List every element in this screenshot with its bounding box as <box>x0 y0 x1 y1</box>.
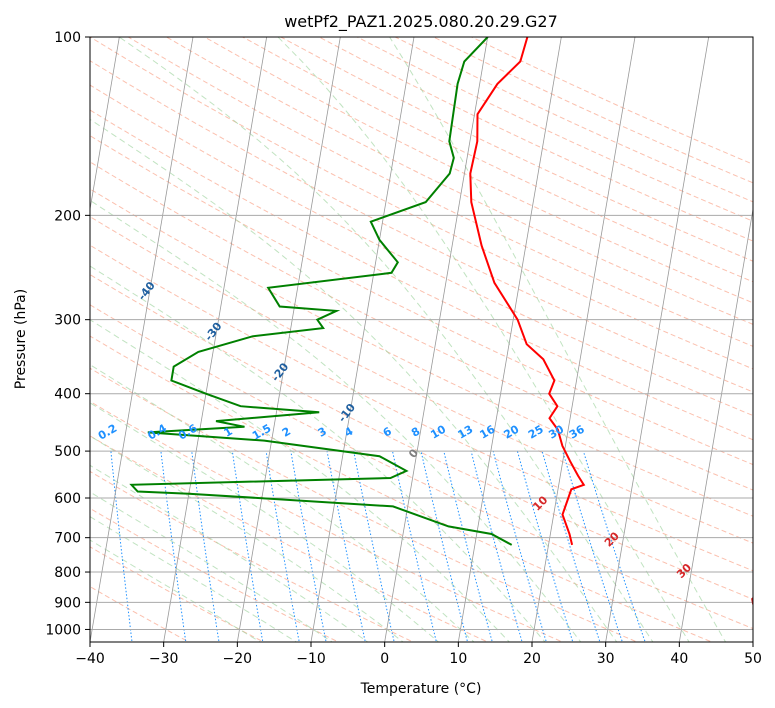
mixing-ratio-line <box>420 450 469 642</box>
isotherm <box>236 37 341 642</box>
x-tick-label: 50 <box>744 651 762 667</box>
isotherm <box>752 639 753 642</box>
y-tick-label: 700 <box>54 531 81 547</box>
y-tick-label: 600 <box>54 491 81 507</box>
sounding-profiles <box>129 37 586 546</box>
y-tick-label: 100 <box>54 30 81 46</box>
moist-adiabat <box>389 37 727 642</box>
x-tick-label: −40 <box>75 651 105 667</box>
mixing-ratio-label: 0.1 <box>49 422 72 443</box>
dry-adiabat <box>90 400 564 642</box>
mixing-ratio-line <box>562 450 623 642</box>
mixing-ratio-line <box>160 451 187 642</box>
isotherm <box>678 206 753 642</box>
dry-adiabat <box>90 216 753 544</box>
mixing-ratio-line <box>582 450 646 642</box>
mixing-ratio-line <box>443 450 493 642</box>
mixing-ratio-line <box>64 451 82 644</box>
isotherm <box>90 37 120 212</box>
mixing-ratio-line <box>265 451 300 642</box>
dry-adiabat <box>127 37 753 347</box>
mixing-ratio-line <box>492 450 547 642</box>
dry-adiabat <box>204 37 753 304</box>
plot-frame <box>89 36 754 643</box>
mixing-ratio-line <box>353 450 395 642</box>
y-tick-label: 500 <box>54 444 81 460</box>
isotherm <box>384 37 489 642</box>
mixing-ratio-line <box>231 451 264 642</box>
x-axis-label: Temperature (°C) <box>360 681 482 697</box>
isotherm <box>90 37 194 642</box>
dry-adiabat <box>90 60 753 393</box>
temperature-line <box>469 37 586 546</box>
y-tick-label: 800 <box>54 565 81 581</box>
moist-adiabat <box>277 37 690 642</box>
x-tick-label: −30 <box>149 651 179 667</box>
y-tick-label: 900 <box>54 595 81 611</box>
x-tick-label: 0 <box>380 651 389 667</box>
y-axis-label: Pressure (hPa) <box>13 289 29 389</box>
plot-background <box>90 37 753 642</box>
dry-adiabat-label: -50 <box>69 238 92 262</box>
dry-adiabat-label: -60 <box>2 198 25 222</box>
moist-adiabat-label: 40 <box>747 589 767 609</box>
x-tick-label: 10 <box>449 651 467 667</box>
x-tick-label: 20 <box>523 651 541 667</box>
mixing-ratio-line <box>392 450 437 642</box>
chart-title: wetPf2_PAZ1.2025.080.20.29.G27 <box>284 12 558 32</box>
isotherm <box>605 37 710 642</box>
x-tick-label: −20 <box>223 651 253 667</box>
mixing-ratio-line <box>290 451 327 642</box>
x-tick-label: −10 <box>296 651 326 667</box>
y-tick-label: 400 <box>54 387 81 403</box>
mixing-ratio-line <box>516 450 574 642</box>
dewpoint-line <box>129 37 513 546</box>
isotherm <box>163 37 268 642</box>
y-tick-label: 300 <box>54 313 81 329</box>
y-tick-label: 1000 <box>45 622 81 638</box>
x-tick-label: 40 <box>670 651 688 667</box>
mixing-ratio-line <box>541 450 601 642</box>
x-tick-label: 30 <box>597 651 615 667</box>
isotherm <box>531 37 636 642</box>
mixing-ratio-line <box>326 451 366 642</box>
isotherm <box>310 37 415 642</box>
y-tick-label: 200 <box>54 208 81 224</box>
dry-adiabat <box>90 244 753 572</box>
mixing-ratio-line <box>470 450 523 642</box>
dry-adiabat <box>166 37 753 325</box>
dry-adiabat <box>90 188 753 517</box>
dry-adiabat <box>90 37 753 370</box>
axis-ticks: −40 −30 −20 −10 0 10 20 30 40 50 100 200 300 400 500 60… <box>45 30 762 667</box>
dry-adiabat <box>90 304 753 630</box>
isotherm <box>457 37 562 642</box>
